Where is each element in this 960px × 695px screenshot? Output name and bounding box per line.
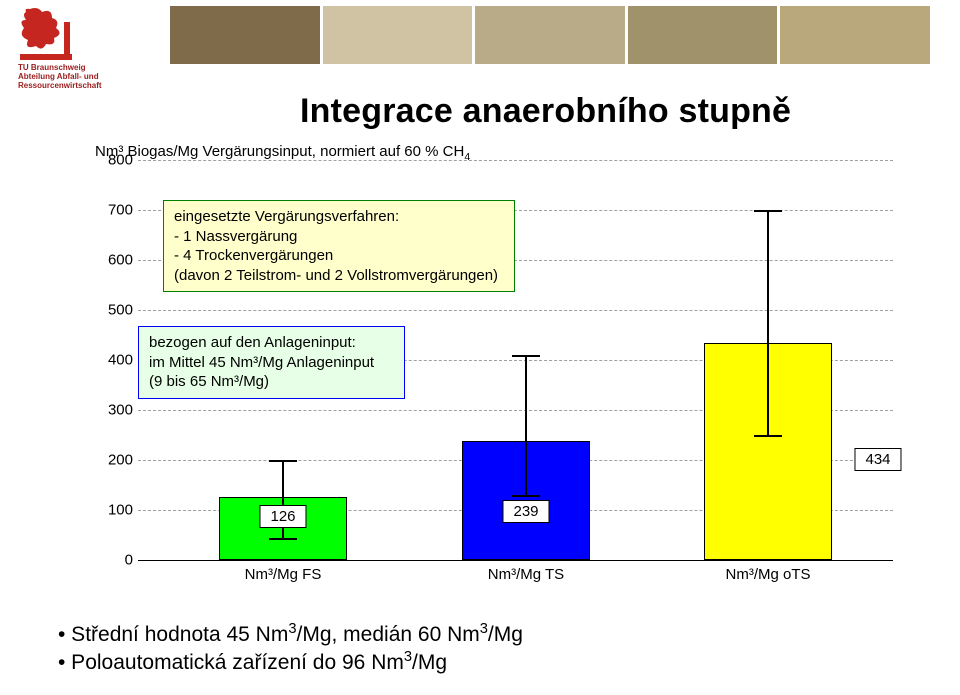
y-tick-label: 700: [73, 202, 133, 219]
value-label: 434: [854, 448, 901, 471]
logo-caption: TU Braunschweig Abteilung Abfall- und Re…: [18, 64, 138, 90]
methods-textbox: eingesetzte Vergärungsverfahren: - 1 Nas…: [163, 200, 515, 292]
banner-tile: [323, 6, 473, 64]
x-axis: [138, 560, 893, 561]
slide-title: Integrace anaerobního stupně: [300, 92, 935, 131]
value-label: 239: [502, 500, 549, 523]
y-tick-label: 600: [73, 252, 133, 269]
grid-line: [138, 160, 893, 161]
chart-area: 0100200300400500600700800126Nm³/Mg FS239…: [138, 160, 893, 560]
banner-tile: [780, 6, 930, 64]
x-category-label: Nm³/Mg FS: [245, 566, 322, 583]
banner-tile: [628, 6, 778, 64]
y-tick-label: 300: [73, 402, 133, 419]
y-tick-label: 400: [73, 352, 133, 369]
banner-tile: [170, 6, 320, 64]
page: TU Braunschweig Abteilung Abfall- und Re…: [0, 0, 960, 695]
note-textbox: bezogen auf den Anlageninput: im Mittel …: [138, 326, 405, 399]
y-tick-label: 800: [73, 152, 133, 169]
y-tick-label: 500: [73, 302, 133, 319]
logo-block: TU Braunschweig Abteilung Abfall- und Re…: [18, 6, 138, 90]
bullet-item: • Střední hodnota 45 Nm3/Mg, medián 60 N…: [58, 621, 523, 647]
logo-caption-line3: Ressourcenwirtschaft: [18, 82, 138, 91]
value-label: 126: [259, 505, 306, 528]
x-category-label: Nm³/Mg oTS: [725, 566, 810, 583]
banner-strip: [170, 6, 930, 64]
y-tick-label: 200: [73, 452, 133, 469]
y-tick-label: 100: [73, 502, 133, 519]
banner-tile: [475, 6, 625, 64]
grid-line: [138, 310, 893, 311]
y-tick-label: 0: [73, 552, 133, 569]
tu-logo-icon: [18, 6, 78, 62]
bullets: • Střední hodnota 45 Nm3/Mg, medián 60 N…: [58, 619, 523, 677]
bullet-item: • Poloautomatická zařízení do 96 Nm3/Mg: [58, 649, 523, 675]
x-category-label: Nm³/Mg TS: [488, 566, 564, 583]
